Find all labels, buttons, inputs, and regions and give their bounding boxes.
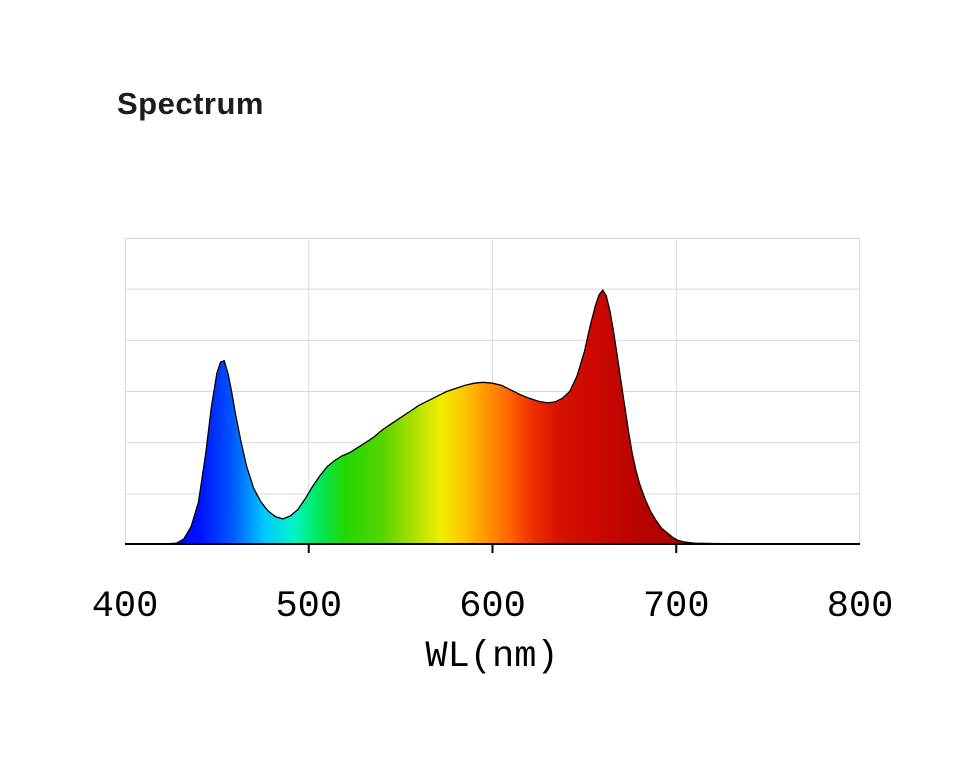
x-tick-label: 800 bbox=[826, 586, 894, 628]
x-tick-label: 700 bbox=[642, 586, 710, 628]
x-tick-label: 400 bbox=[91, 586, 159, 628]
x-tick-label: 500 bbox=[275, 586, 343, 628]
spectrum-plot-svg bbox=[125, 238, 860, 553]
chart-title: Spectrum bbox=[117, 86, 264, 121]
spectrum-chart bbox=[125, 238, 860, 555]
x-tick-label: 600 bbox=[459, 586, 526, 628]
x-axis-label: WL(nm) bbox=[425, 636, 559, 678]
